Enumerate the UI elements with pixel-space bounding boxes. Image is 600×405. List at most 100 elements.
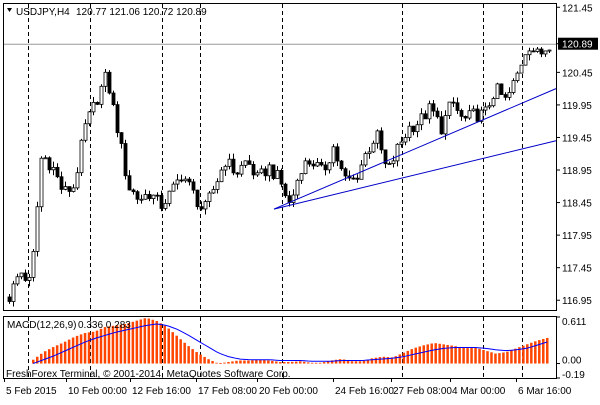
candle-body (295, 179, 300, 196)
trendline-2[interactable] (273, 140, 557, 210)
collapse-triangle-icon[interactable] (7, 8, 12, 12)
candle-body (151, 194, 156, 199)
candle-body (431, 103, 436, 112)
candle-body (367, 151, 372, 154)
macd-bar (378, 357, 382, 364)
macd-signal-line (33, 323, 548, 364)
candle-body (351, 177, 356, 180)
macd-bar (326, 361, 330, 364)
candle-body (379, 130, 384, 151)
candle-body (67, 186, 72, 192)
candle-body (263, 168, 268, 177)
trendline-1[interactable] (273, 88, 557, 210)
macd-bar (526, 344, 529, 364)
candle-body (207, 192, 212, 202)
macd-bar (227, 362, 230, 364)
macd-bar (67, 339, 71, 364)
macd-bar (107, 326, 111, 364)
candle-body (159, 194, 164, 209)
macd-bar (139, 319, 143, 364)
macd-bar (51, 347, 55, 364)
macd-bar (498, 353, 501, 364)
candle-body (71, 187, 76, 192)
macd-bar (87, 332, 91, 364)
candle-body (303, 160, 308, 175)
macd-bar (510, 350, 513, 364)
candle-body (335, 146, 340, 162)
macd-bar (39, 353, 43, 364)
macd-bar (402, 352, 406, 364)
time-axis[interactable]: 5 Feb 2015 10 Feb 00:00 12 Feb 16:00 17 Feb… (4, 378, 572, 397)
macd-bar (99, 328, 103, 364)
macd-bar (418, 346, 422, 364)
price-tick-label: 119.95 (562, 101, 592, 112)
macd-bar (175, 335, 178, 364)
macd-bar (518, 347, 521, 364)
macd-bar (374, 357, 378, 364)
candle-body (327, 162, 332, 171)
macd-bar (47, 349, 51, 364)
macd-bar (394, 356, 398, 364)
last-price-badge (558, 37, 598, 50)
macd-bar (546, 337, 549, 364)
candle-body (515, 72, 520, 82)
price-tick-label: 120.45 (562, 68, 593, 79)
macd-bar (199, 354, 202, 364)
macd-bar (454, 346, 457, 364)
macd-bar (287, 362, 290, 364)
candle-body (103, 71, 108, 87)
macd-bar (195, 352, 198, 364)
candle-body (87, 111, 92, 125)
candle-body (447, 101, 452, 116)
macd-bar (458, 347, 461, 364)
macd-bar (59, 343, 63, 364)
macd-bar (430, 343, 433, 364)
macd-bar (35, 356, 39, 364)
candle-body (199, 206, 204, 210)
candle-body (259, 168, 264, 174)
price-pane-frame (3, 3, 557, 311)
macd-bar (283, 362, 286, 364)
macd-bar (155, 320, 159, 364)
candle-body (439, 116, 444, 135)
macd-panel[interactable] (32, 318, 549, 364)
symbol-label: USDJPY,H4 (16, 7, 70, 18)
macd-bar (271, 360, 274, 364)
candle-body (155, 194, 160, 197)
candle-body (383, 149, 388, 165)
macd-bar (386, 357, 390, 364)
macd-bar (231, 361, 234, 364)
macd-bar (111, 325, 115, 364)
time-tick-label: 6 Mar 16:00 (518, 386, 572, 397)
candle-body (95, 102, 100, 105)
price-tick-label: 117.45 (562, 264, 592, 275)
macd-bar (83, 333, 87, 364)
last-price-label: 120.89 (562, 40, 593, 51)
macd-bar (354, 361, 358, 364)
time-tick-label: 24 Feb 16:00 (335, 386, 394, 397)
candle-body (75, 172, 80, 189)
time-tick-label: 20 Feb 00:00 (259, 386, 318, 397)
candle-body (547, 49, 552, 52)
price-tick-label: 117.95 (562, 231, 592, 242)
candle-body (387, 163, 392, 165)
trendlines[interactable] (273, 88, 557, 210)
macd-bar (490, 352, 493, 364)
candle-body (59, 176, 64, 190)
price-tick-label: 116.95 (562, 296, 592, 307)
candle-body (219, 169, 224, 183)
candle-body (463, 115, 468, 119)
candle-body (147, 194, 152, 199)
macd-bar (259, 359, 262, 364)
macd-bar (514, 348, 517, 364)
macd-bar (350, 361, 354, 364)
macd-bar (263, 360, 266, 364)
candle-body (467, 110, 472, 119)
macd-bar (306, 362, 310, 364)
macd-bar (207, 359, 210, 364)
macd-bar (235, 360, 238, 364)
price-axis[interactable]: 121.45 120.89 120.45 119.95 119.45 118.95 118.… (556, 3, 598, 381)
candle-body (167, 190, 172, 204)
